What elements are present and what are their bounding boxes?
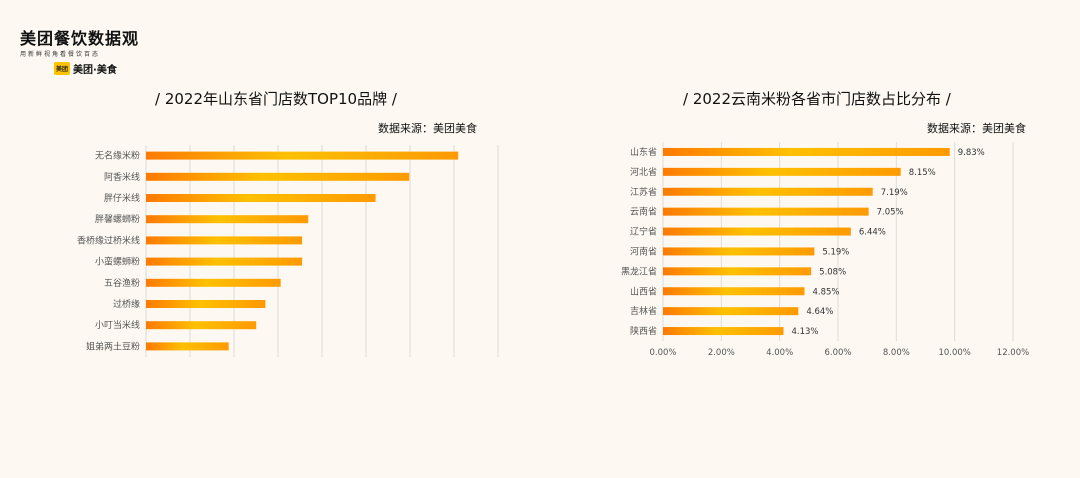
chart2-source: 数据来源：美团美食 (927, 122, 1026, 135)
chart1-source: 数据来源：美团美食 (378, 122, 477, 135)
chart2-data-label: 5.19% (822, 247, 849, 257)
chart2-data-label: 7.05% (877, 208, 904, 218)
chart2-xtick-label: 6.00% (824, 348, 851, 358)
chart2-xtick-label: 8.00% (883, 348, 910, 358)
chart1-category-label: 姐弟两土豆粉 (86, 340, 140, 352)
chart2-data-label: 4.85% (812, 287, 839, 297)
chart2-category-label: 辽宁省 (630, 226, 657, 238)
chart2-bar (663, 207, 869, 216)
meituan-badge-icon: 美团 (54, 62, 71, 75)
chart2-data-label: 4.13% (791, 327, 818, 337)
logo-brand-name: 美团·美食 (73, 65, 117, 76)
chart2-bar (663, 307, 799, 316)
chart2-data-label: 9.83% (958, 148, 985, 158)
brand-logo: 美团餐饮数据观 用新鲜视角看餐饮百态 美团 美团·美食 (20, 29, 160, 77)
chart1-bar (146, 151, 459, 160)
chart2-xtick-label: 0.00% (649, 348, 676, 358)
chart1-bar (146, 300, 266, 308)
chart2-category-label: 山西省 (630, 285, 657, 297)
chart2-category-label: 云南省 (630, 206, 657, 218)
chart1-bar (146, 236, 303, 245)
chart2-data-label: 8.15% (909, 168, 936, 178)
chart1-category-label: 胖仔米线 (104, 192, 140, 204)
logo-tagline: 用新鲜视角看餐饮百态 (20, 51, 101, 58)
chart1-bar (146, 172, 410, 181)
chart1-title: / 2022年山东省门店数TOP10品牌 / (155, 90, 397, 108)
chart1-category-label: 香桥缘过桥米线 (77, 234, 140, 246)
chart2-category-label: 吉林省 (630, 305, 657, 317)
chart1-bar (146, 278, 281, 287)
chart2-category-label: 山东省 (630, 146, 657, 158)
chart2-data-label: 6.44% (859, 228, 886, 238)
chart2-category-label: 河北省 (630, 166, 657, 178)
chart1-category-label: 胖馨螺蛳粉 (95, 213, 140, 225)
chart2-category-label: 江苏省 (630, 186, 657, 198)
chart2-xtick-label: 12.00% (997, 348, 1029, 358)
chart2-bar (663, 167, 901, 176)
chart2-bar (663, 147, 950, 156)
chart2-category-label: 黑龙江省 (621, 265, 657, 277)
chart1-bar (146, 342, 229, 351)
chart2-bar (663, 267, 812, 276)
chart2-category-label: 陕西省 (630, 325, 657, 337)
chart1-category-label: 无名缘米粉 (95, 150, 140, 162)
chart2-xtick-label: 2.00% (708, 348, 735, 358)
logo-title: 美团餐饮数据观 (20, 29, 140, 48)
chart2-data-label: 4.64% (806, 307, 833, 317)
chart2-bar (663, 287, 805, 296)
chart1-bar (146, 215, 309, 224)
logo-brand: 美团 美团·美食 (54, 61, 160, 76)
chart2-title: / 2022云南米粉各省市门店数占比分布 / (683, 90, 951, 108)
chart2-xtick-label: 4.00% (766, 348, 793, 358)
chart1-bar (146, 321, 257, 330)
chart2-bar (663, 187, 873, 196)
chart1-category-label: 阿香米线 (104, 171, 140, 183)
chart1-bar (146, 194, 376, 202)
chart2-xtick-label: 10.00% (938, 348, 970, 358)
chart2-data-label: 5.08% (819, 267, 846, 277)
chart1-category-label: 五谷渔粉 (104, 277, 140, 289)
chart2-data-label: 7.19% (881, 188, 908, 198)
chart1-bar (146, 257, 303, 266)
chart2-bar (663, 247, 815, 256)
chart1-category-label: 小叮当米线 (95, 319, 140, 331)
chart2-bar (663, 227, 851, 236)
chart2-category-label: 河南省 (630, 245, 657, 257)
chart1-category-label: 小蛮螺蛳粉 (95, 256, 140, 268)
chart2-bar (663, 327, 784, 336)
chart1-category-label: 过桥缘 (113, 298, 140, 310)
